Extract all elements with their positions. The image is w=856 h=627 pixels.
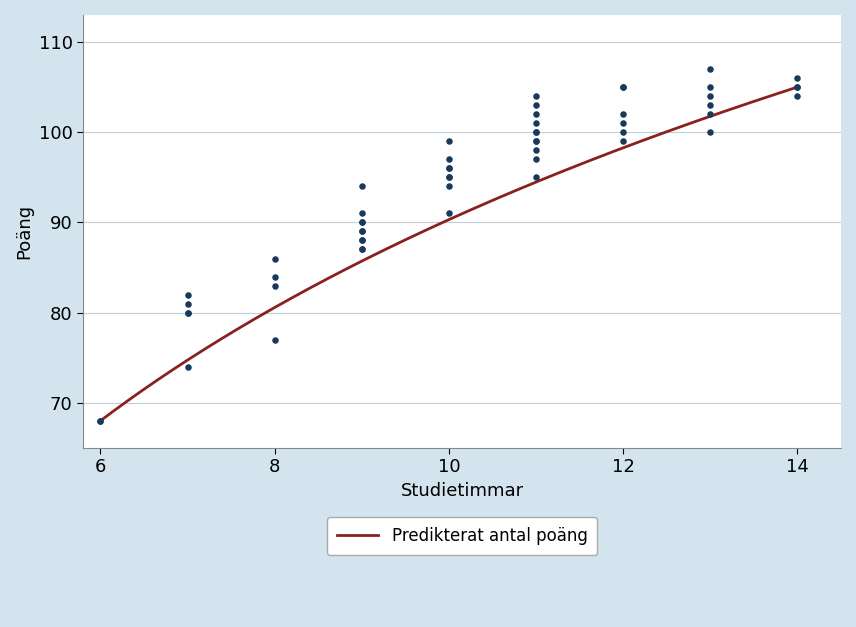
Point [181, 308, 194, 318]
Point [355, 226, 369, 236]
Point [529, 91, 543, 101]
Point [791, 91, 805, 101]
Point [791, 73, 805, 83]
Point [704, 127, 717, 137]
Legend: Predikterat antal poäng: Predikterat antal poäng [326, 517, 597, 555]
Point [704, 109, 717, 119]
Point [616, 82, 630, 92]
Point [616, 119, 630, 129]
Point [355, 245, 369, 255]
Point [529, 154, 543, 164]
Point [529, 145, 543, 155]
Point [268, 253, 282, 263]
Point [355, 181, 369, 191]
Point [355, 245, 369, 255]
Point [355, 236, 369, 246]
X-axis label: Studietimmar: Studietimmar [401, 482, 524, 500]
Point [616, 109, 630, 119]
Point [181, 290, 194, 300]
Point [616, 136, 630, 146]
Point [791, 82, 805, 92]
Point [529, 127, 543, 137]
Point [529, 136, 543, 146]
Point [442, 172, 455, 182]
Point [93, 416, 107, 426]
Point [181, 298, 194, 308]
Point [442, 172, 455, 182]
Point [704, 64, 717, 74]
Point [442, 208, 455, 218]
Point [529, 109, 543, 119]
Point [704, 91, 717, 101]
Point [355, 218, 369, 228]
Point [704, 82, 717, 92]
Point [181, 362, 194, 372]
Point [181, 308, 194, 318]
Point [93, 416, 107, 426]
Point [268, 335, 282, 345]
Point [355, 208, 369, 218]
Point [442, 181, 455, 191]
Point [268, 271, 282, 282]
Point [704, 100, 717, 110]
Point [355, 226, 369, 236]
Point [529, 127, 543, 137]
Point [616, 82, 630, 92]
Y-axis label: Poäng: Poäng [15, 204, 33, 259]
Point [529, 172, 543, 182]
Point [529, 136, 543, 146]
Point [442, 163, 455, 173]
Point [616, 127, 630, 137]
Point [355, 218, 369, 228]
Point [442, 163, 455, 173]
Point [355, 236, 369, 246]
Point [442, 154, 455, 164]
Point [268, 280, 282, 290]
Point [791, 82, 805, 92]
Point [529, 119, 543, 129]
Point [442, 136, 455, 146]
Point [529, 100, 543, 110]
